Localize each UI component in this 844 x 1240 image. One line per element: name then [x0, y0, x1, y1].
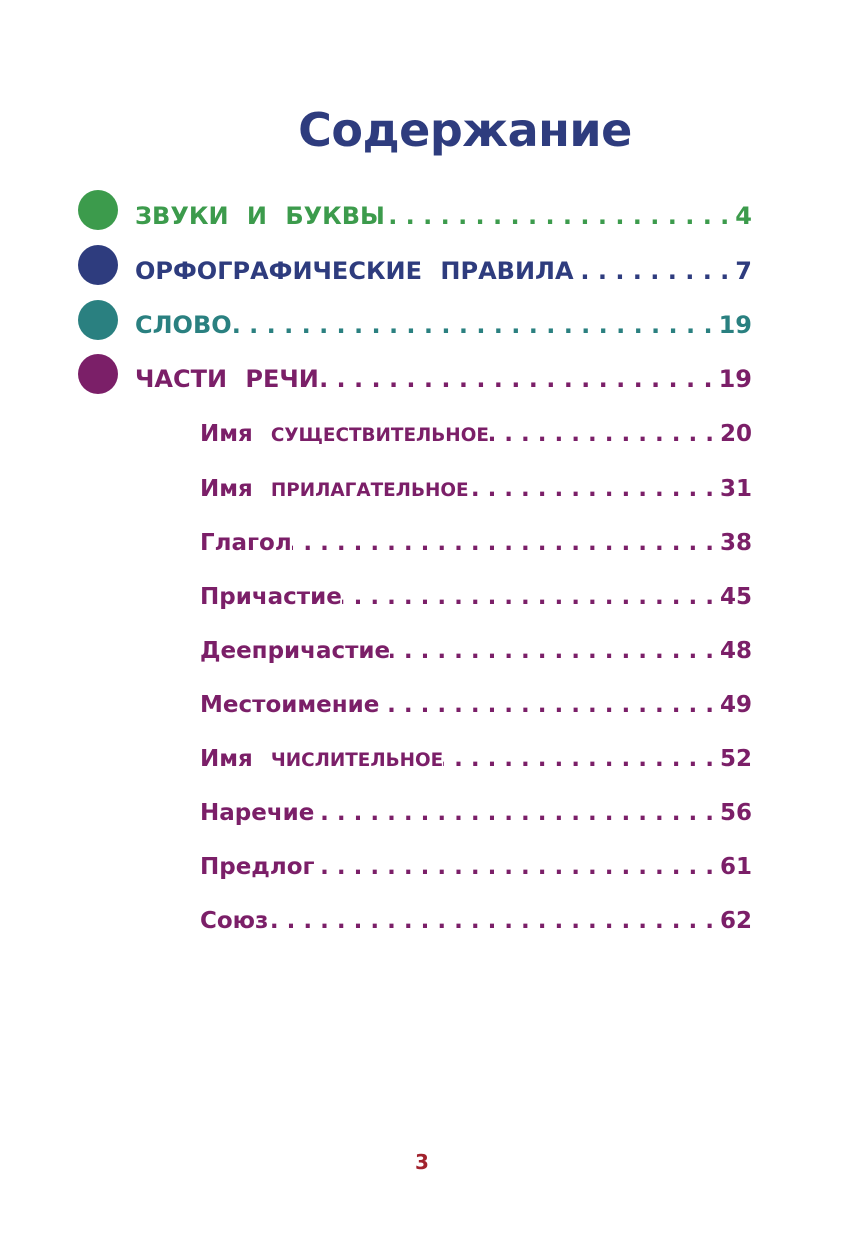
toc-subentry-page: 56 [719, 800, 752, 826]
toc-subentry-label: Местоимение [200, 692, 379, 718]
toc-entry-parts-of-speech[interactable]: ЧАСТИ РЕЧИ 19 [135, 359, 752, 399]
toc-subentry-preposition[interactable]: Предлог 61 [200, 847, 752, 887]
toc-subentry-label: Деепричастие [200, 638, 390, 664]
toc-subentry-participle[interactable]: Причастие 45 [200, 577, 752, 617]
label-rest: существительное [270, 425, 489, 446]
toc-entry-label: ОРФОГРАФИЧЕСКИЕ ПРАВИЛА [135, 257, 574, 285]
page-number: 3 [415, 1150, 429, 1174]
dot-leader [469, 476, 720, 502]
toc-subentry-pronoun[interactable]: Местоимение 49 [200, 685, 752, 725]
dot-leader [319, 365, 719, 393]
label-first-word: Имя [200, 476, 253, 502]
label-first-word: Деепричастие [200, 638, 391, 664]
dot-leader [342, 584, 720, 610]
toc-entry-spelling[interactable]: ОРФОГРАФИЧЕСКИЕ ПРАВИЛА 7 [135, 251, 752, 291]
dot-leader [574, 257, 736, 285]
dot-leader [315, 854, 720, 880]
dot-leader [292, 530, 720, 556]
toc-subentry-label: Имя числительное [200, 746, 443, 772]
toc-subentry-page: 62 [719, 908, 752, 934]
toc-entry-page: 4 [735, 202, 752, 230]
toc-subentry-page: 61 [719, 854, 752, 880]
toc-subentry-noun[interactable]: Имя существительное 20 [200, 414, 752, 454]
dot-leader [385, 202, 735, 230]
label-rest: числительное [270, 750, 444, 771]
toc-subentry-label: Наречие [200, 800, 314, 826]
label-first-word: Глагол [200, 530, 292, 556]
dot-leader [314, 800, 720, 826]
toc-subentry-numeral[interactable]: Имя числительное 52 [200, 739, 752, 779]
toc-subentry-page: 31 [719, 476, 752, 502]
toc-entry-page: 19 [718, 365, 752, 393]
toc-subentry-verb[interactable]: Глагол 38 [200, 523, 752, 563]
page-title: Содержание [298, 103, 632, 157]
toc-entry-page: 7 [735, 257, 752, 285]
section-dot-parts [78, 354, 118, 394]
label-first-word: Имя [200, 421, 253, 447]
label-first-word: Союз [200, 908, 269, 934]
label-first-word: Имя [200, 746, 253, 772]
toc-subentry-page: 38 [719, 530, 752, 556]
section-dot-word [78, 300, 118, 340]
toc-subentry-label: Причастие [200, 584, 342, 610]
toc-subentry-label: Глагол [200, 530, 292, 556]
toc-subentry-label: Имя прилагательное [200, 476, 469, 502]
section-dot-spelling [78, 245, 118, 285]
toc-subentry-page: 49 [719, 692, 752, 718]
toc-entry-page: 19 [718, 311, 752, 339]
toc-entry-sounds[interactable]: ЗВУКИ И БУКВЫ 4 [135, 196, 752, 236]
dot-leader [379, 692, 720, 718]
toc-subentry-page: 45 [719, 584, 752, 610]
dot-leader [443, 746, 720, 772]
toc-subentry-page: 48 [719, 638, 752, 664]
toc-subentry-label: Предлог [200, 854, 315, 880]
label-first-word: Причастие [200, 584, 342, 610]
label-first-word: Предлог [200, 854, 315, 880]
toc-subentry-page: 20 [719, 421, 752, 447]
toc-entry-label: ЧАСТИ РЕЧИ [135, 365, 319, 393]
toc-subentry-adverb[interactable]: Наречие 56 [200, 793, 752, 833]
toc-subentry-page: 52 [719, 746, 752, 772]
toc-subentry-conjunction[interactable]: Союз 62 [200, 901, 752, 941]
label-rest: прилагательное [270, 480, 469, 501]
toc-subentry-gerund[interactable]: Деепричастие 48 [200, 631, 752, 671]
dot-leader [268, 908, 720, 934]
toc-entry-word[interactable]: СЛОВО 19 [135, 305, 752, 345]
toc-subentry-adjective[interactable]: Имя прилагательное 31 [200, 469, 752, 509]
toc-entry-label: СЛОВО [135, 311, 232, 339]
label-first-word: Наречие [200, 800, 315, 826]
dot-leader [390, 638, 720, 664]
toc-entry-label: ЗВУКИ И БУКВЫ [135, 202, 385, 230]
label-first-word: Местоимение [200, 692, 380, 718]
dot-leader [489, 421, 720, 447]
section-dot-sounds [78, 190, 118, 230]
dot-leader [232, 311, 719, 339]
toc-subentry-label: Союз [200, 908, 268, 934]
toc-subentry-label: Имя существительное [200, 421, 489, 447]
